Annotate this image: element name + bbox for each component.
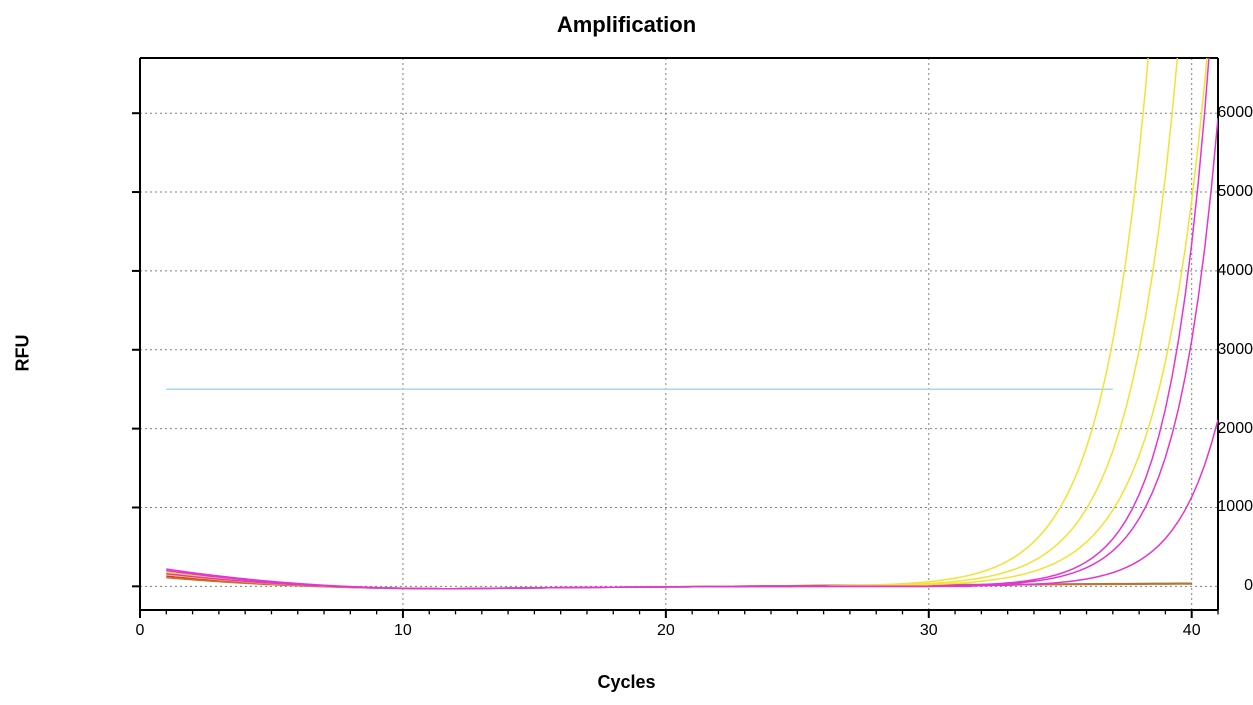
plot-area xyxy=(0,0,1253,705)
amplification-chart: Amplification RFU Cycles 0 1000 2000 3000 40… xyxy=(0,0,1253,705)
y-tick-label: 0 xyxy=(1127,577,1253,595)
y-tick-label: 6000 xyxy=(1127,104,1253,122)
chart-title: Amplification xyxy=(0,12,1253,38)
x-tick-label: 30 xyxy=(920,622,938,640)
x-tick-label: 20 xyxy=(657,622,675,640)
y-tick-label: 2000 xyxy=(1127,420,1253,438)
y-tick-label: 1000 xyxy=(1127,498,1253,516)
y-axis-label: RFU xyxy=(12,334,33,371)
x-axis-label: Cycles xyxy=(0,672,1253,693)
y-tick-label: 3000 xyxy=(1127,341,1253,359)
x-tick-label: 0 xyxy=(136,622,145,640)
x-tick-label: 40 xyxy=(1183,622,1201,640)
y-tick-label: 4000 xyxy=(1127,262,1253,280)
y-tick-label: 5000 xyxy=(1127,183,1253,201)
x-tick-label: 10 xyxy=(394,622,412,640)
